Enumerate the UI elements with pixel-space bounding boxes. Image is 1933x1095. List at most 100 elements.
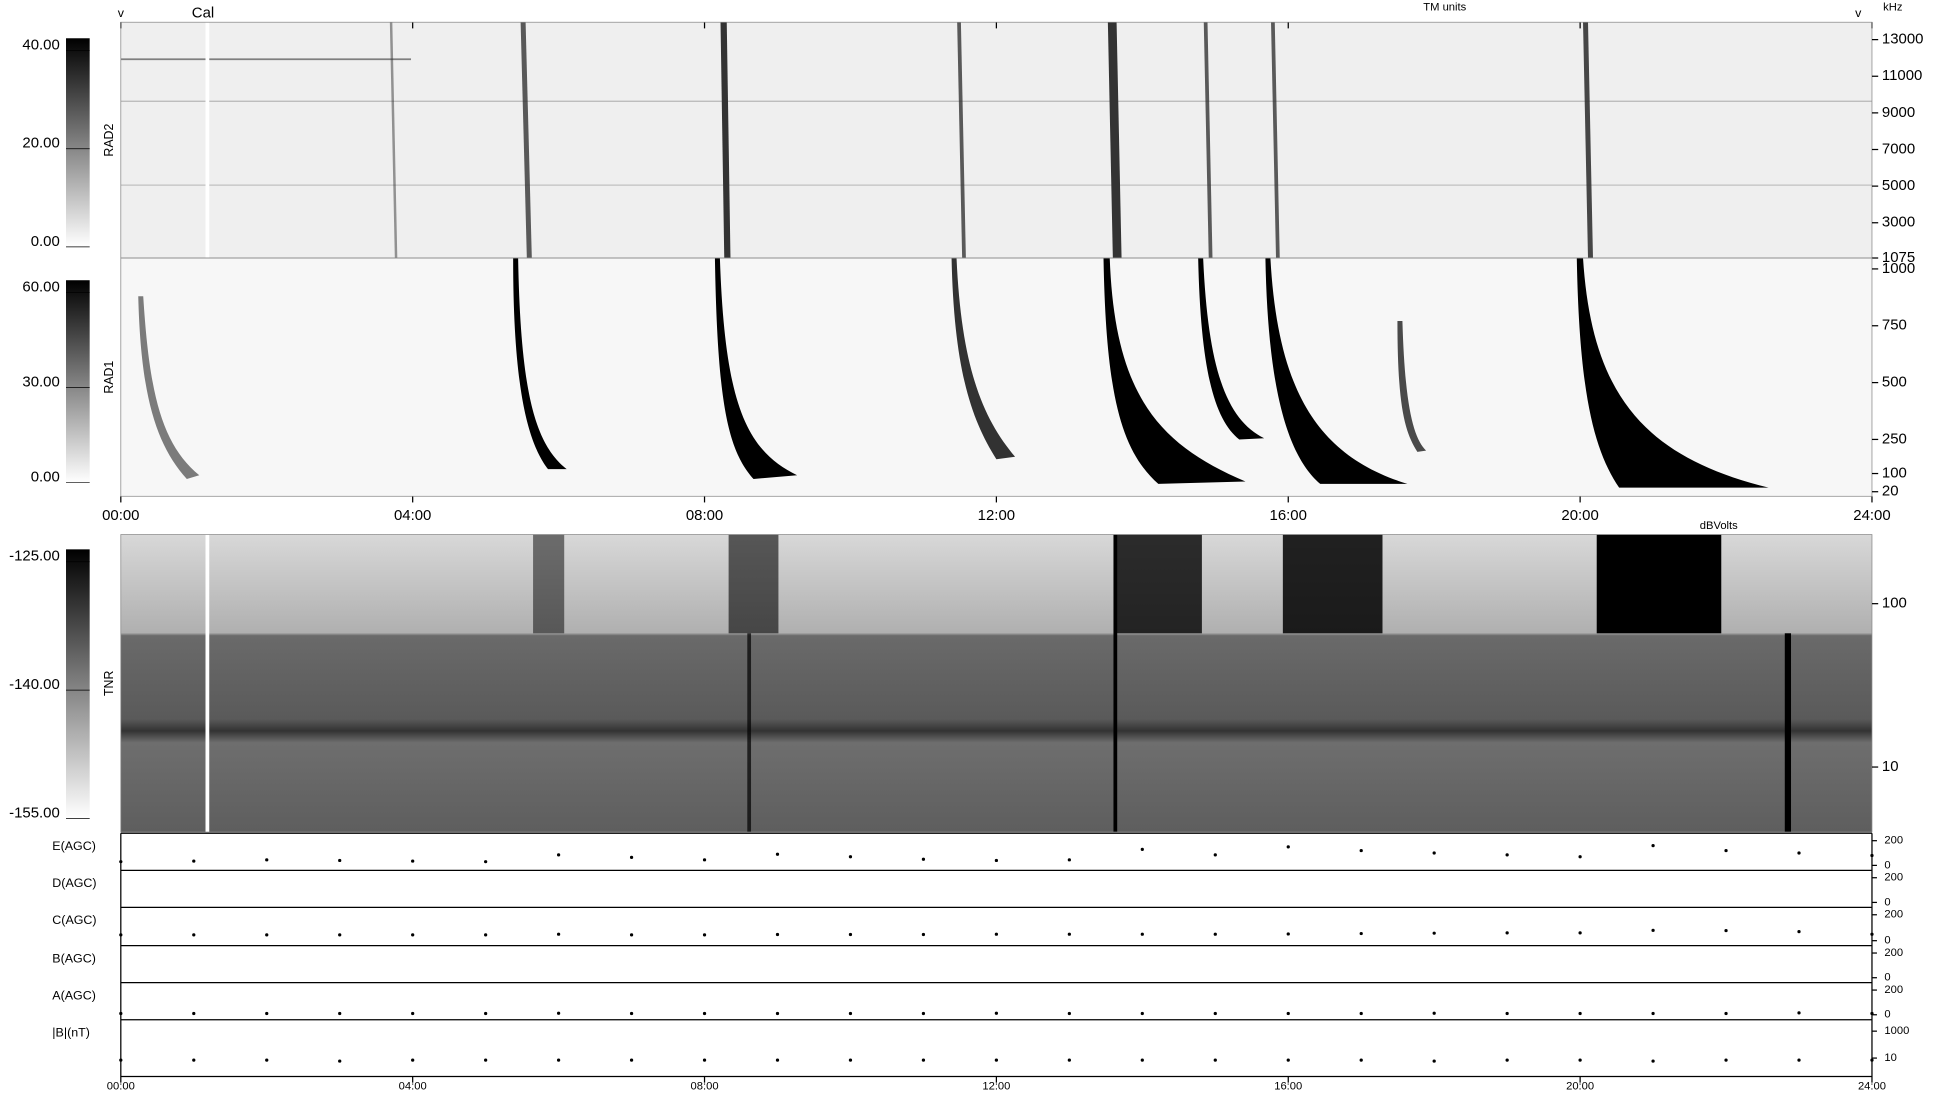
agc-point (1651, 1011, 1655, 1016)
y-tick-label: 500 (1882, 375, 1907, 391)
agc-point (1213, 1011, 1217, 1016)
agc-point (1140, 932, 1144, 936)
x-tick-label: 08:00 (686, 508, 723, 524)
cal-line (205, 534, 210, 833)
agc-point (411, 859, 415, 863)
rad2-background (120, 22, 1872, 259)
y-tick-label: 750 (1882, 318, 1907, 334)
x-tick-label: 12:00 (978, 508, 1015, 524)
y-tick-label: 1075 (1882, 250, 1915, 266)
agc-point (1432, 931, 1436, 935)
y-tick-label: 0 (1884, 859, 1890, 871)
y-tick-label: 200 (1884, 947, 1903, 959)
agc-point (1140, 1058, 1144, 1062)
colorbar-label: 0.00 (31, 470, 60, 486)
agc-point (629, 1011, 634, 1016)
agc-point (484, 933, 488, 937)
agc-point (484, 860, 488, 864)
agc-point (1505, 931, 1509, 935)
agc-point (994, 1011, 999, 1015)
agc-point (848, 855, 853, 859)
agc-point (848, 1011, 853, 1016)
x-tick-label: 20:00 (1566, 1080, 1594, 1092)
agc-point (1286, 1058, 1290, 1062)
colorbar-label: -125.00 (9, 549, 60, 565)
agc-point (1578, 855, 1582, 859)
marker: v (1855, 6, 1862, 20)
panel-label: E(AGC) (52, 839, 96, 853)
x-tick-label: 24:00 (1858, 1080, 1886, 1092)
agc-point (775, 932, 780, 937)
agc-point (1651, 928, 1655, 932)
y-tick-label: 0 (1884, 972, 1890, 984)
y-tick-label: 200 (1884, 872, 1903, 884)
x-tick-label: 12:00 (982, 1080, 1010, 1092)
y-tick-label: 0 (1884, 1009, 1890, 1021)
y-tick-label: 100 (1882, 596, 1907, 612)
agc-point (1213, 932, 1217, 936)
agc-point (1797, 851, 1801, 855)
agc-point (192, 859, 196, 863)
panel-frame (120, 257, 1873, 497)
panel-label: B(AGC) (52, 952, 96, 966)
agc-point (1359, 848, 1363, 853)
agc-point (338, 1011, 342, 1016)
y-tick-label: 0 (1884, 896, 1890, 908)
agc-point (1067, 1058, 1071, 1062)
colorbar (66, 549, 90, 819)
y-tick-label: 11000 (1882, 68, 1922, 84)
y-tick-label: 20 (1882, 484, 1899, 500)
agc-point (1286, 1011, 1290, 1016)
y-tick-label: 200 (1884, 909, 1903, 921)
agc-point (556, 853, 561, 857)
agc-point (411, 1058, 415, 1062)
agc-point (1286, 932, 1290, 936)
panel-label: |B|(nT) (52, 1026, 90, 1040)
agc-point (1359, 931, 1363, 936)
agc-point (1724, 1058, 1728, 1062)
x-tick-label: 16:00 (1274, 1080, 1302, 1092)
x-tick-label: 04:00 (394, 508, 431, 524)
agc-point (775, 1058, 780, 1062)
x-tick-label: 04:00 (399, 1080, 427, 1092)
y-tick-label: 3000 (1882, 215, 1915, 231)
agc-point (1724, 1011, 1728, 1016)
agc-point (1067, 932, 1071, 936)
panel-label: C(AGC) (52, 913, 96, 927)
agc-point (1578, 931, 1582, 935)
agc-point (484, 1058, 488, 1062)
x-tick-label: 24:00 (1853, 508, 1890, 524)
panel-label: A(AGC) (52, 989, 96, 1003)
agc-point (921, 857, 926, 861)
agc-point (1067, 1011, 1071, 1016)
colorbar-label: 30.00 (22, 375, 59, 391)
agc-point (1651, 844, 1655, 848)
tnr-features (533, 534, 1792, 833)
colorbar (66, 280, 90, 483)
tnr-background (120, 534, 1872, 833)
agc-point (702, 858, 707, 862)
agc-point (1651, 1059, 1655, 1063)
agc-point (775, 1011, 780, 1016)
rad1-features (138, 258, 1769, 488)
rad2-features (120, 22, 1872, 259)
y-tick-label: 5000 (1882, 178, 1915, 194)
agc-point (1432, 1011, 1436, 1015)
agc-point (484, 1011, 488, 1016)
agc-point (1505, 853, 1509, 857)
agc-point (556, 932, 561, 936)
agc-point (1213, 1058, 1217, 1062)
colorbar-label: 40.00 (22, 38, 59, 54)
y-tick-label: 10 (1882, 759, 1899, 775)
x-tick-label: 20:00 (1561, 508, 1598, 524)
agc-point (192, 1011, 196, 1016)
agc-point (265, 858, 269, 862)
agc-point (702, 1011, 707, 1016)
agc-point (265, 933, 269, 937)
agc-point (338, 933, 342, 937)
agc-point (994, 1058, 999, 1062)
y-tick-label: 10 (1884, 1052, 1896, 1064)
cal-label: Cal (192, 6, 214, 22)
y-tick-label: 200 (1884, 835, 1903, 847)
